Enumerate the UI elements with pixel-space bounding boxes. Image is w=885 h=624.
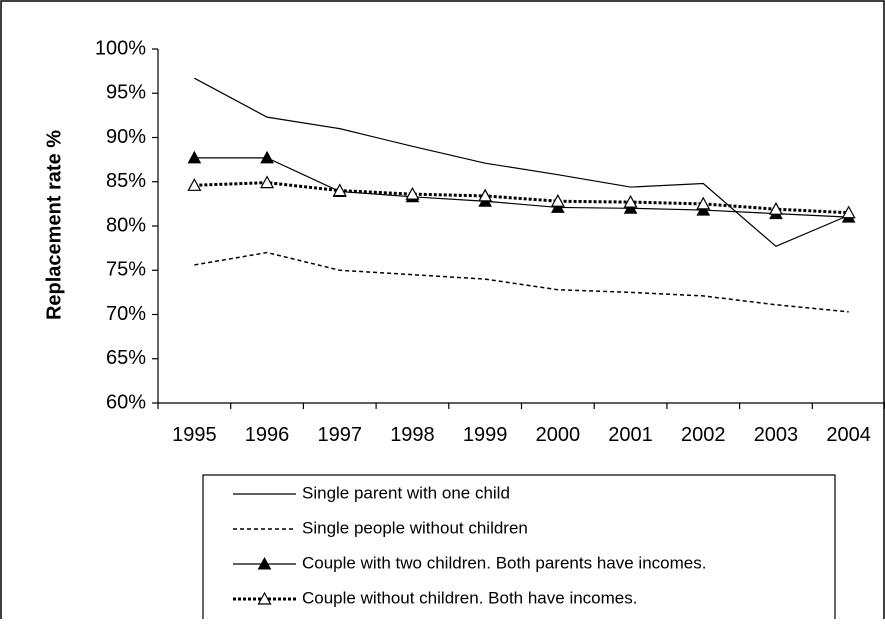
y-tick-label: 60% <box>106 391 146 413</box>
x-tick-label: 2004 <box>826 424 871 446</box>
x-tick-label: 2003 <box>754 424 799 446</box>
y-tick-label: 70% <box>106 303 146 325</box>
y-tick-label: 75% <box>106 259 146 281</box>
data-point <box>623 201 638 214</box>
series-layer <box>187 77 856 313</box>
legend-box <box>202 474 836 624</box>
data-point <box>551 200 565 213</box>
y-axis-label: Replacement rate % <box>43 130 65 320</box>
legend-label: Couple without children. Both have incom… <box>302 588 637 607</box>
x-tick-label: 1999 <box>463 424 508 446</box>
legend-label: Single parent with one child <box>302 483 510 502</box>
axes: 60% 65% 70% 75% 80% 85% 90% 95% 100% 1995 1996 1997… <box>95 37 885 446</box>
series-line <box>194 77 849 248</box>
data-point <box>260 175 275 189</box>
data-point <box>841 205 856 219</box>
data-point <box>478 188 493 202</box>
y-tick-label: 65% <box>106 347 146 369</box>
legend-item-1: Single parent with one child <box>233 483 510 502</box>
data-point <box>696 196 711 210</box>
series-1 <box>194 77 849 248</box>
data-point <box>623 194 638 208</box>
legend-item-3: Couple with two children. Both parents h… <box>233 553 706 572</box>
y-tick-label: 80% <box>106 214 146 236</box>
x-tick-label: 1997 <box>318 424 363 446</box>
x-tick-label: 1995 <box>172 424 217 446</box>
legend-marker <box>257 556 272 570</box>
x-tick-label: 1996 <box>245 424 290 446</box>
x-tick-label: 2001 <box>608 424 653 446</box>
data-point <box>405 186 420 200</box>
series-4 <box>187 175 856 219</box>
legend: Single parent with one child Single peopl… <box>202 474 836 624</box>
data-point <box>332 183 347 197</box>
data-point <box>768 201 783 215</box>
data-point <box>550 193 565 207</box>
y-tick-label: 95% <box>106 82 146 104</box>
legend-label: Couple with two children. Both parents h… <box>302 553 706 572</box>
y-tick-label: 90% <box>106 126 146 148</box>
legend-label: Single people without children <box>302 518 528 537</box>
x-tick-label: 1998 <box>390 424 435 446</box>
series-2 <box>194 251 849 313</box>
series-line <box>194 157 849 218</box>
data-point <box>187 178 202 191</box>
x-tick-label: 2002 <box>681 424 726 446</box>
series-line <box>194 251 849 313</box>
data-point <box>187 150 202 164</box>
data-point <box>696 203 711 216</box>
x-tick-label: 2000 <box>536 424 581 446</box>
data-point <box>260 150 274 164</box>
legend-item-4: Couple without children. Both have incom… <box>233 588 637 607</box>
series-line <box>194 181 849 215</box>
y-tick-label: 100% <box>95 37 146 59</box>
y-tick-label: 85% <box>106 170 146 192</box>
legend-item-2: Single people without children <box>233 518 528 537</box>
legend-marker <box>257 591 272 605</box>
